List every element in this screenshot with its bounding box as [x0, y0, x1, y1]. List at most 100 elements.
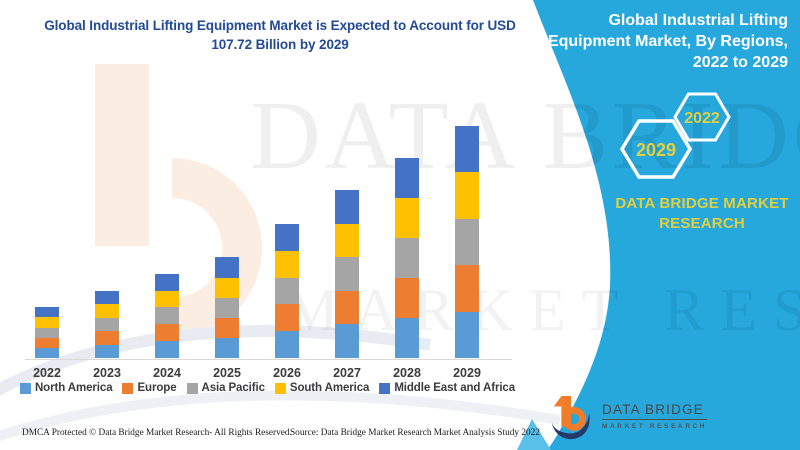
- bar-2027-segment-south-america: [335, 223, 359, 258]
- brand-name-line2: RESEARCH: [659, 215, 745, 232]
- hexagon-2022-label: 2022: [684, 110, 720, 127]
- bar-2025: [215, 257, 239, 358]
- x-axis-label-2024: 2024: [153, 366, 181, 380]
- watermark-swoosh-arc-2: [0, 390, 561, 441]
- bar-2024-segment-europe: [155, 324, 179, 342]
- bar-chart-plot-area: 2022 2023 2024 2025 2026 2027 2028 2029: [25, 79, 512, 380]
- company-logo: DATA BRIDGE MARKET RESEARCH: [548, 393, 708, 443]
- bar-2025-segment-north-america: [215, 337, 239, 358]
- bar-2029-segment-middle-east-and-africa: [455, 125, 479, 172]
- bar-2028-segment-north-america: [395, 318, 419, 358]
- bar-2022-segment-north-america: [35, 347, 59, 358]
- bar-2022-segment-asia-pacific: [35, 327, 59, 338]
- company-logo-name: DATA BRIDGE: [602, 402, 708, 420]
- brand-name-line1: DATA BRIDGE MARKET: [615, 195, 789, 212]
- logo-swoosh: [551, 413, 590, 440]
- bar-2026-segment-middle-east-and-africa: [275, 223, 299, 251]
- x-axis-label-2028: 2028: [393, 366, 421, 380]
- bar-2026-segment-south-america: [275, 250, 299, 278]
- bar-2029-segment-north-america: [455, 311, 479, 358]
- bar-2022-segment-middle-east-and-africa: [35, 307, 59, 318]
- bar-2024: [155, 273, 179, 358]
- bar-2022: [35, 307, 59, 358]
- legend-label: North America: [34, 382, 113, 394]
- side-panel-title-line3: 2022 to 2029: [692, 54, 788, 71]
- bar-2024-segment-asia-pacific: [155, 307, 179, 325]
- bar-2025-segment-middle-east-and-africa: [215, 257, 239, 278]
- x-axis-label-2022: 2022: [33, 366, 61, 380]
- legend-swatch: [274, 382, 286, 394]
- hexagon-2029: [619, 119, 693, 179]
- chart-title-line2: 107.72 Billion by 2029: [211, 37, 349, 52]
- bar-2029-segment-south-america: [455, 172, 479, 219]
- company-logo-text: DATA BRIDGE MARKET RESEARCH: [602, 402, 708, 430]
- legend-item-north-america: North America: [19, 382, 113, 394]
- bar-2026-segment-asia-pacific: [275, 277, 299, 305]
- side-panel-title-line2: Equipment Market, By Regions,: [547, 33, 788, 50]
- legend-label: Europe: [137, 382, 177, 394]
- bar-2029-segment-asia-pacific: [455, 218, 479, 265]
- x-axis-label-2026: 2026: [273, 366, 301, 380]
- bar-2023-segment-south-america: [95, 304, 119, 318]
- bar-2024-segment-middle-east-and-africa: [155, 273, 179, 291]
- x-axis-line: [25, 359, 512, 360]
- chart-title-line1: Global Industrial Lifting Equipment Mark…: [44, 18, 516, 33]
- bar-2023-segment-europe: [95, 331, 119, 345]
- chart-title: Global Industrial Lifting Equipment Mark…: [0, 16, 560, 54]
- hexagon-2029-label: 2029: [636, 140, 676, 160]
- bar-2027-segment-north-america: [335, 324, 359, 358]
- bar-2027-segment-middle-east-and-africa: [335, 190, 359, 224]
- company-logo-subtitle: MARKET RESEARCH: [602, 423, 708, 430]
- side-panel-title-line1: Global Industrial Lifting: [608, 12, 788, 29]
- legend-item-asia-pacific: Asia Pacific: [186, 382, 265, 394]
- bar-2028-segment-asia-pacific: [395, 238, 419, 278]
- x-axis-label-2027: 2027: [333, 366, 361, 380]
- bar-2025-segment-asia-pacific: [215, 297, 239, 318]
- x-axis-label-2029: 2029: [453, 366, 481, 380]
- bar-2027-segment-asia-pacific: [335, 257, 359, 291]
- logo-b-flag: [553, 395, 562, 407]
- bar-2029: [455, 125, 479, 358]
- legend-swatch: [19, 382, 31, 394]
- bar-2024-segment-south-america: [155, 290, 179, 308]
- legend-item-europe: Europe: [122, 382, 177, 394]
- bar-2026: [275, 223, 299, 358]
- company-logo-icon: [551, 395, 590, 440]
- bar-2023-segment-asia-pacific: [95, 317, 119, 332]
- legend-swatch: [379, 382, 391, 394]
- bar-2027: [335, 190, 359, 358]
- bar-2022-segment-south-america: [35, 317, 59, 328]
- bar-2023-segment-north-america: [95, 344, 119, 358]
- legend-item-middle-east-and-africa: Middle East and Africa: [379, 382, 515, 394]
- legend-label: Middle East and Africa: [394, 382, 516, 394]
- bar-2024-segment-north-america: [155, 341, 179, 358]
- bar-2028-segment-middle-east-and-africa: [395, 158, 419, 198]
- logo-b-bowl: [561, 406, 586, 431]
- x-axis-label-2025: 2025: [213, 366, 241, 380]
- legend-label: South America: [289, 382, 370, 394]
- bar-2028: [395, 158, 419, 358]
- hexagon-2022: [673, 92, 731, 142]
- bar-2023: [95, 290, 119, 358]
- bar-2025-segment-south-america: [215, 277, 239, 298]
- brand-name-text: DATA BRIDGE MARKET RESEARCH: [612, 194, 792, 234]
- bar-2026-segment-north-america: [275, 331, 299, 358]
- x-axis-label-2023: 2023: [93, 366, 121, 380]
- bar-2028-segment-south-america: [395, 198, 419, 238]
- bar-2022-segment-europe: [35, 337, 59, 348]
- source-note: Source: Data Bridge Market Research Mark…: [290, 428, 540, 438]
- legend-item-south-america: South America: [274, 382, 370, 394]
- dmca-notice: DMCA Protected © Data Bridge Market Rese…: [22, 428, 292, 438]
- legend-swatch: [122, 382, 134, 394]
- bar-2026-segment-europe: [275, 304, 299, 332]
- bar-2023-segment-middle-east-and-africa: [95, 290, 119, 305]
- legend-label: Asia Pacific: [201, 382, 265, 394]
- side-panel-title: Global Industrial Lifting Equipment Mark…: [536, 10, 788, 73]
- bar-2028-segment-europe: [395, 278, 419, 318]
- bar-2027-segment-europe: [335, 290, 359, 325]
- bar-2029-segment-europe: [455, 265, 479, 312]
- bar-2025-segment-europe: [215, 317, 239, 338]
- chart-legend: North America Europe Asia Pacific South Ame…: [15, 382, 520, 394]
- legend-swatch: [186, 382, 198, 394]
